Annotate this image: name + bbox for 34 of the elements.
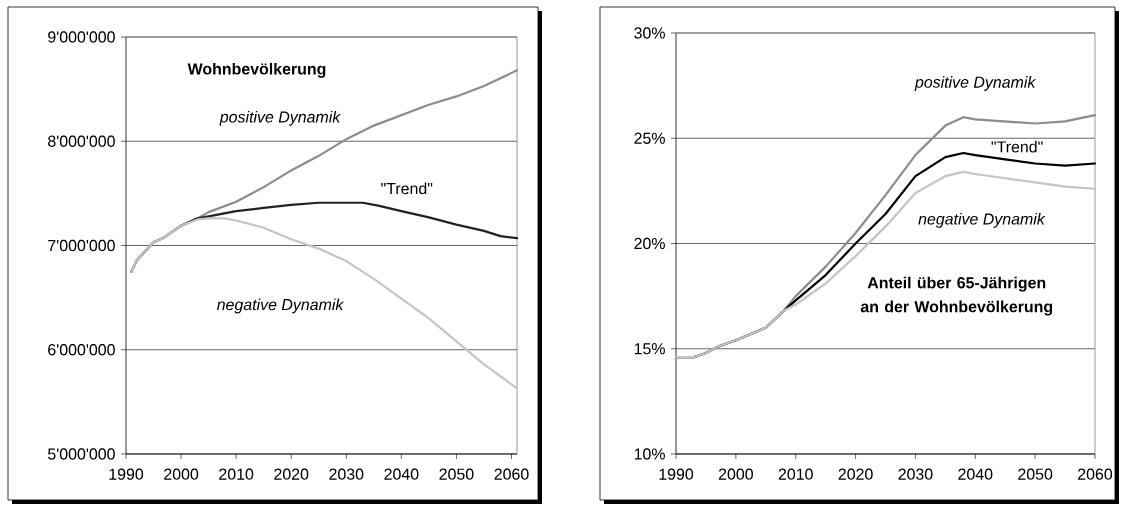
- x-tick-label: 2060: [494, 468, 529, 480]
- y-tick-label: 9'000'000: [48, 31, 115, 43]
- y-tick-label: 20%: [634, 237, 665, 250]
- y-tick-label: 25%: [634, 132, 665, 144]
- x-tick-label: 2030: [898, 468, 933, 480]
- x-tick-label: 2050: [439, 468, 474, 480]
- y-tick-label: 6'000'000: [48, 344, 115, 356]
- x-tick-label: 2030: [329, 468, 364, 480]
- x-tick-label: 2020: [274, 468, 309, 480]
- series-label: positive Dynamik: [219, 110, 341, 126]
- x-tick-label: 2010: [219, 468, 254, 480]
- text: Wohnbevölkerung: [187, 62, 326, 78]
- y-tick-label: 5'000'000: [48, 448, 115, 460]
- x-tick-label: 1990: [109, 468, 144, 480]
- text: positive Dynamik: [914, 76, 1037, 91]
- x-tick-label: 2040: [958, 468, 993, 480]
- y-tick-label: 7'000'000: [48, 239, 115, 252]
- y-tick-label: 10%: [634, 448, 665, 460]
- x-tick-label: 2040: [384, 468, 419, 480]
- y-tick-label: 15%: [634, 343, 665, 355]
- text: Anteil über 65-Jährigen an der Wohnbevölkerung: [860, 276, 1053, 316]
- series-label: negative Dynamik: [918, 212, 1046, 228]
- x-tick-label: 2020: [838, 468, 873, 480]
- x-tick-label: 2000: [718, 468, 753, 480]
- x-tick-label: 2000: [164, 468, 199, 480]
- series-label: "Trend": [991, 140, 1043, 153]
- x-tick-label: 2060: [1078, 468, 1113, 480]
- y-tick-label: 8'000'000: [48, 135, 115, 147]
- text: negative Dynamik: [216, 298, 345, 314]
- x-tick-label: 1990: [659, 468, 694, 480]
- series-label: "Trend": [381, 182, 433, 195]
- x-tick-label: 2010: [778, 468, 813, 480]
- y-tick-label: 30%: [634, 27, 665, 39]
- x-tick-label: 2050: [1018, 468, 1053, 480]
